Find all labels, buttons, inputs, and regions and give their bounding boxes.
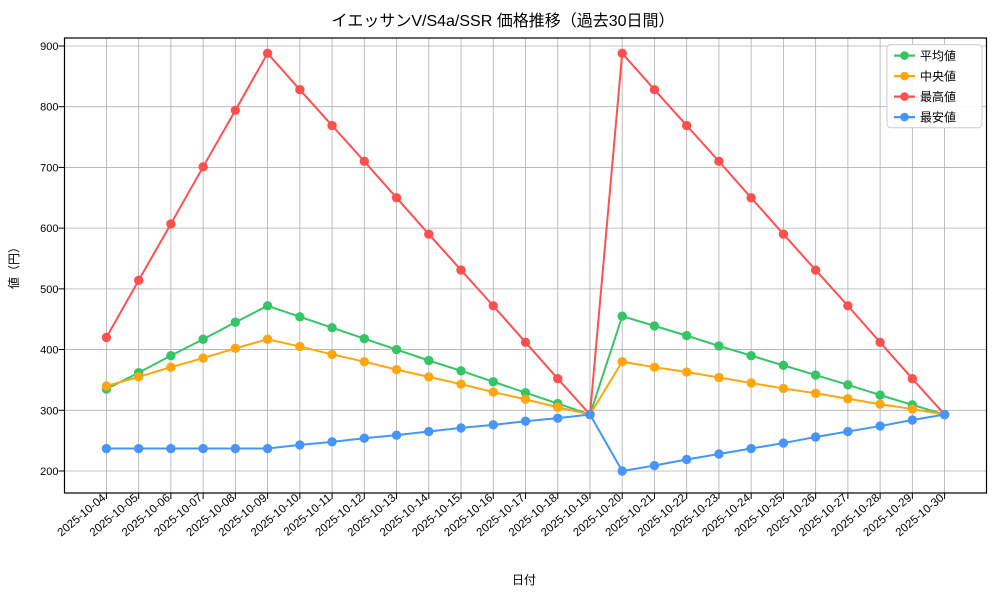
svg-text:400: 400 (40, 345, 58, 357)
svg-text:800: 800 (40, 102, 58, 114)
svg-text:最高値: 最高値 (920, 89, 956, 104)
svg-text:イエッサンV/S4a/SSR 価格推移（過去30日間）: イエッサンV/S4a/SSR 価格推移（過去30日間） (331, 12, 674, 30)
svg-text:日付: 日付 (512, 573, 536, 587)
svg-text:中央値: 中央値 (920, 68, 956, 83)
svg-text:最安値: 最安値 (920, 109, 956, 124)
svg-text:900: 900 (40, 41, 58, 53)
svg-text:値（円）: 値（円） (6, 241, 21, 289)
svg-text:200: 200 (40, 466, 58, 478)
svg-text:平均値: 平均値 (920, 48, 956, 63)
svg-text:700: 700 (40, 162, 58, 174)
svg-text:500: 500 (40, 284, 58, 296)
svg-text:600: 600 (40, 223, 58, 235)
svg-text:300: 300 (40, 405, 58, 417)
